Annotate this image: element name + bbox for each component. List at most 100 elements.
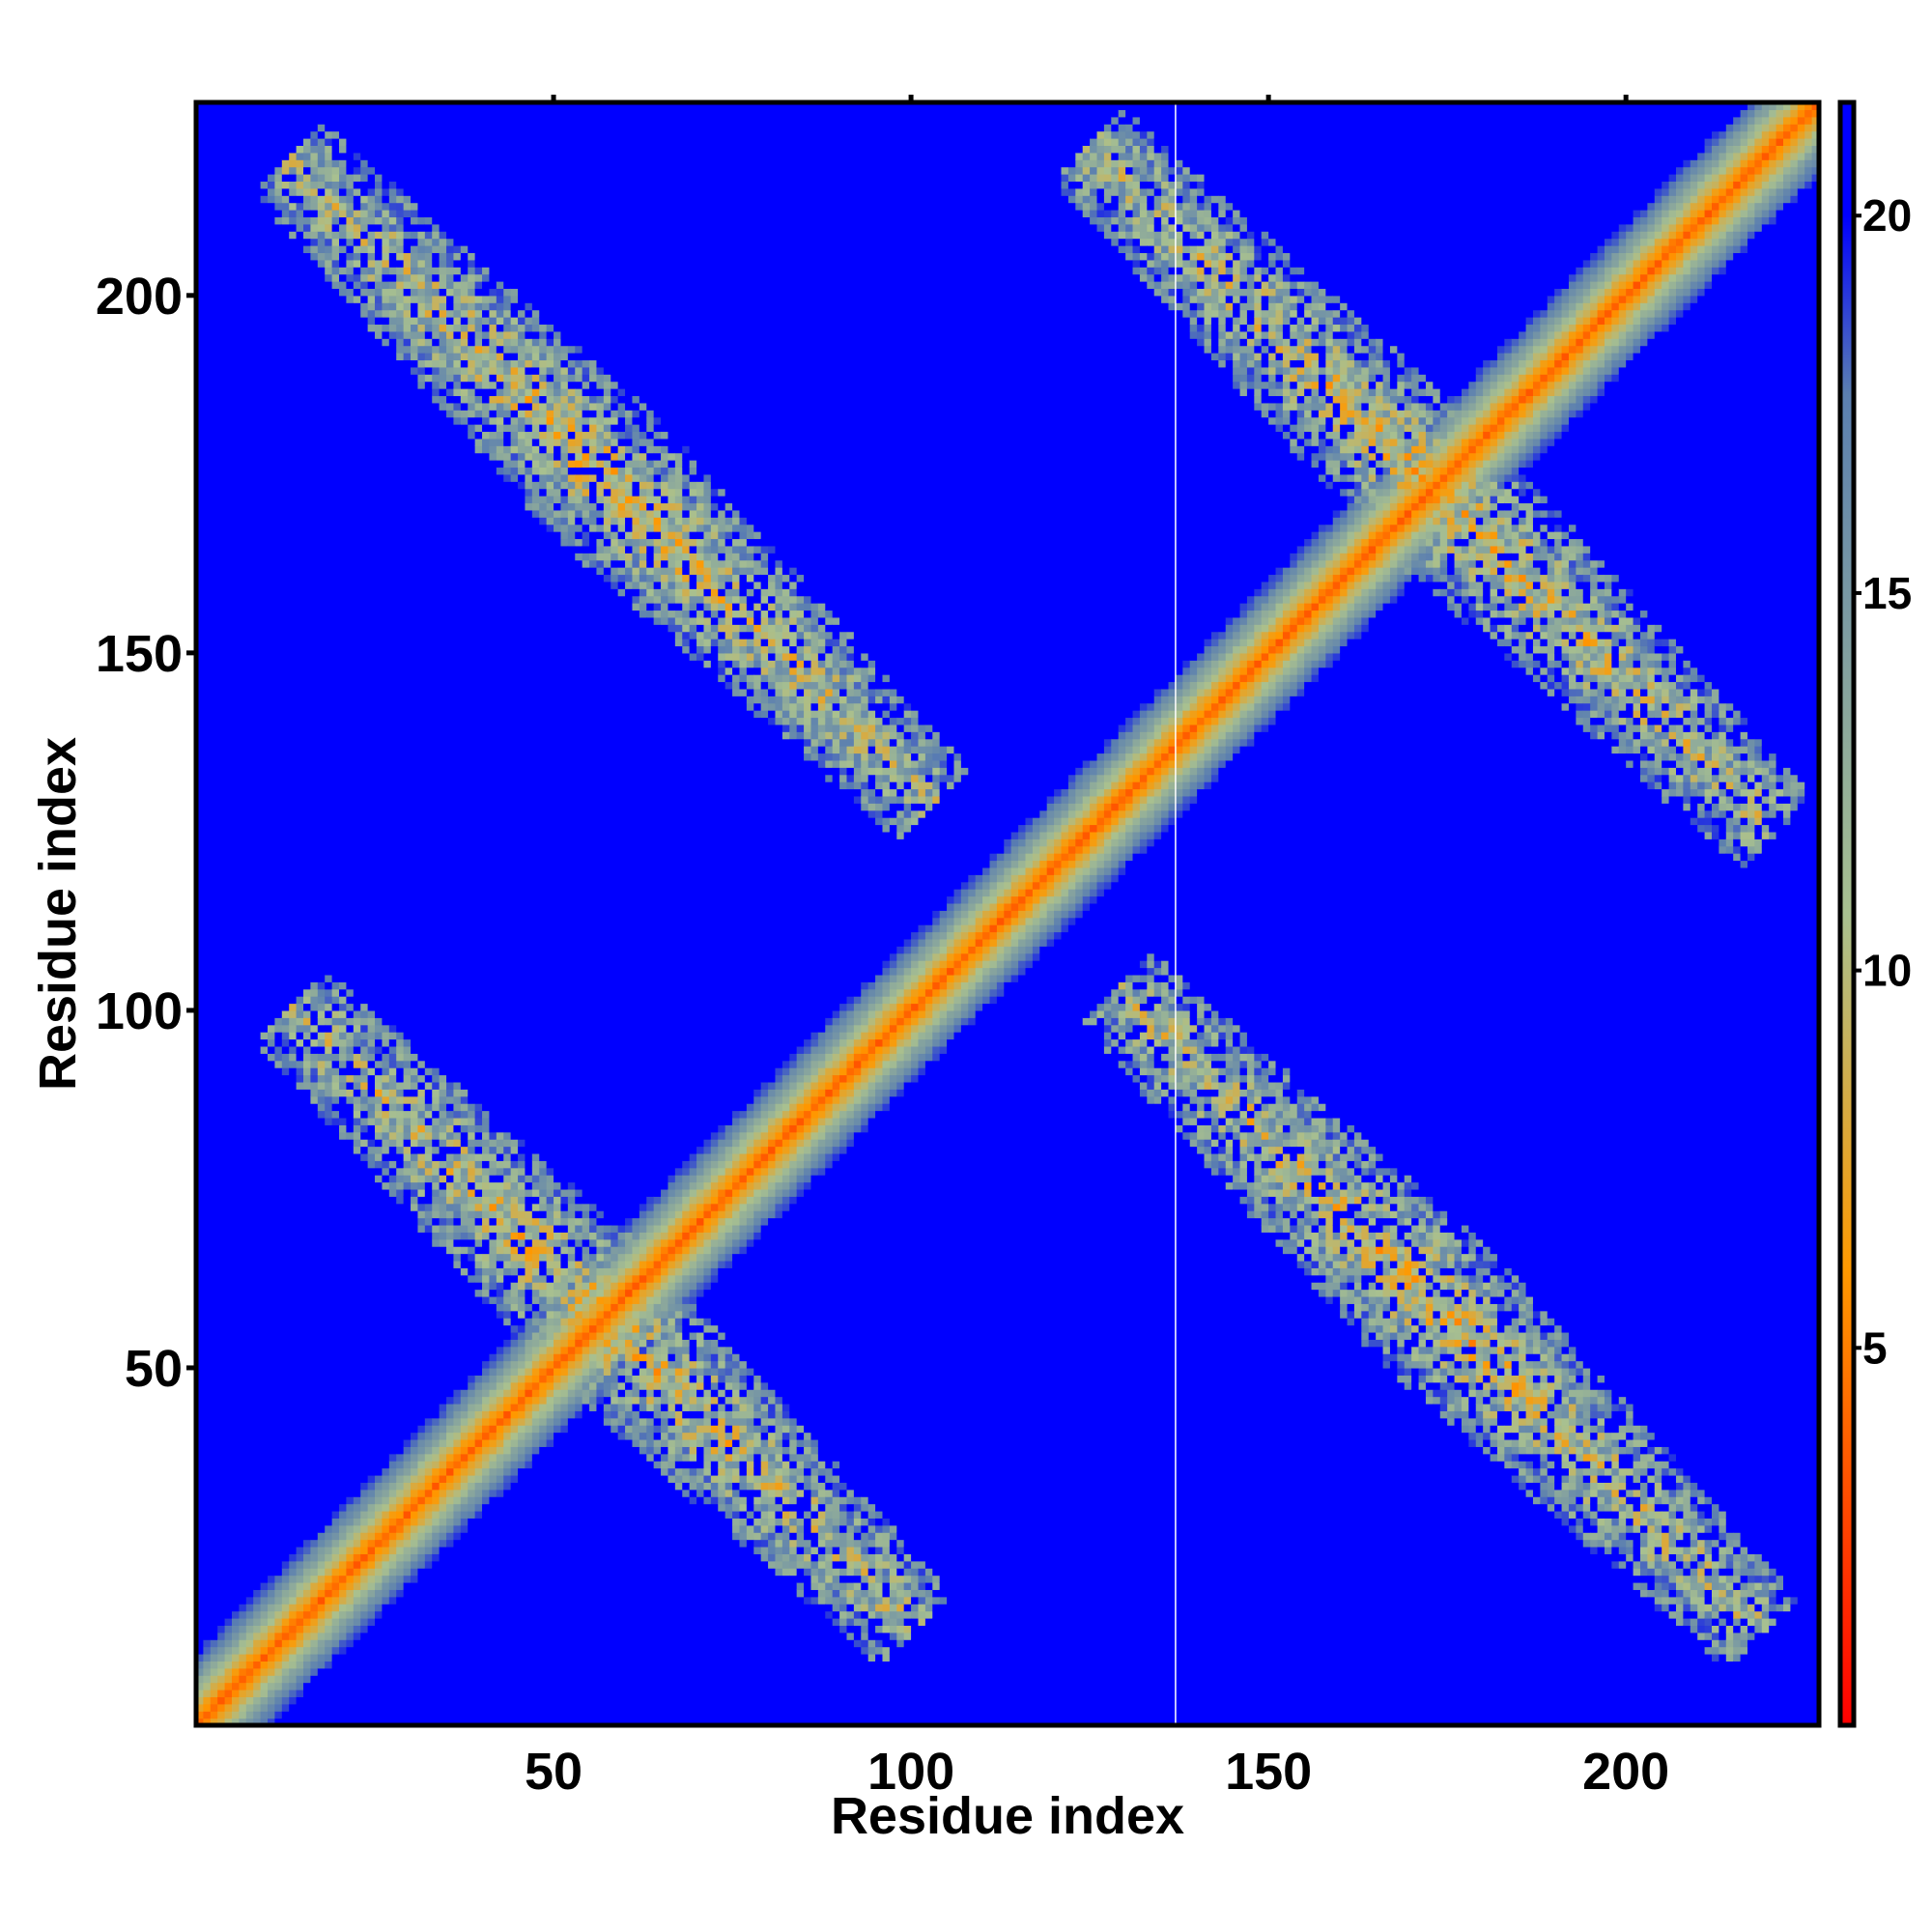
heatmap-cell	[239, 803, 246, 810]
heatmap-cell	[268, 1089, 275, 1096]
heatmap-cell	[225, 1361, 233, 1369]
heatmap-cell	[239, 424, 246, 432]
heatmap-cell	[203, 388, 211, 396]
heatmap-cell	[253, 531, 261, 539]
heatmap-cell	[232, 832, 240, 839]
heatmap-cell	[225, 188, 233, 196]
heatmap-cell	[211, 1675, 218, 1683]
heatmap-cell	[239, 975, 246, 982]
heatmap-cell	[239, 1468, 246, 1476]
heatmap-cell	[211, 660, 218, 668]
heatmap-cell	[232, 953, 240, 961]
heatmap-cell	[225, 853, 233, 861]
heatmap-cell	[253, 382, 261, 389]
heatmap-cell	[253, 410, 261, 417]
heatmap-cell	[217, 1153, 225, 1161]
heatmap-cell	[246, 195, 254, 203]
heatmap-cell	[253, 1153, 261, 1161]
heatmap-cell	[246, 639, 254, 646]
heatmap-cell	[246, 1132, 254, 1140]
heatmap-cell	[232, 1511, 240, 1519]
heatmap-cell	[211, 1303, 218, 1311]
heatmap-cell	[253, 1182, 261, 1190]
heatmap-cell	[217, 1182, 225, 1190]
heatmap-cell	[261, 1261, 269, 1268]
heatmap-cell	[246, 417, 254, 425]
heatmap-cell	[239, 668, 246, 675]
heatmap-cell	[211, 788, 218, 796]
heatmap-cell	[268, 1568, 275, 1576]
heatmap-cell	[239, 582, 246, 589]
heatmap-cell	[232, 696, 240, 703]
heatmap-cell	[253, 188, 261, 196]
heatmap-cell	[217, 525, 225, 532]
heatmap-cell	[239, 1067, 246, 1075]
heatmap-cell	[217, 260, 225, 268]
heatmap-cell	[217, 181, 225, 188]
heatmap-cell	[232, 553, 240, 560]
heatmap-cell	[253, 867, 261, 875]
heatmap-cell	[268, 989, 275, 997]
heatmap-cell	[203, 395, 211, 403]
heatmap-cell	[203, 1168, 211, 1176]
heatmap-cell	[239, 138, 246, 146]
heatmap-cell	[246, 610, 254, 617]
heatmap-cell	[253, 153, 261, 160]
heatmap-cell	[211, 481, 218, 489]
heatmap-cell	[211, 653, 218, 661]
heatmap-cell	[268, 882, 275, 890]
heatmap-cell	[246, 1446, 254, 1454]
heatmap-cell	[253, 860, 261, 867]
heatmap-cell	[239, 531, 246, 539]
heatmap-cell	[232, 788, 240, 796]
heatmap-cell	[225, 596, 233, 604]
heatmap-cell	[211, 582, 218, 589]
heatmap-cell	[246, 1553, 254, 1561]
heatmap-cell	[203, 1525, 211, 1533]
heatmap-cell	[261, 817, 269, 825]
heatmap-cell	[225, 1446, 233, 1454]
heatmap-cell	[232, 1482, 240, 1490]
heatmap-cell	[217, 1282, 225, 1290]
heatmap-cell	[261, 1189, 269, 1197]
heatmap-cell	[232, 924, 240, 932]
heatmap-cell	[261, 681, 269, 689]
heatmap-cell	[203, 1303, 211, 1311]
heatmap-cell	[246, 1067, 254, 1075]
heatmap-cell	[232, 1290, 240, 1297]
heatmap-cell	[253, 1633, 261, 1640]
heatmap-cell	[211, 453, 218, 461]
heatmap-cell	[261, 1618, 269, 1626]
heatmap-cell	[217, 824, 225, 832]
heatmap-cell	[225, 953, 233, 961]
heatmap-cell	[217, 1482, 225, 1490]
heatmap-cell	[225, 531, 233, 539]
heatmap-cell	[232, 1204, 240, 1211]
heatmap-cell	[225, 603, 233, 611]
heatmap-cell	[239, 760, 246, 768]
heatmap-cell	[261, 346, 269, 354]
heatmap-cell	[253, 245, 261, 253]
heatmap-cell	[246, 1218, 254, 1226]
heatmap-cell	[246, 674, 254, 682]
heatmap-cell	[246, 1082, 254, 1090]
heatmap-cell	[253, 1353, 261, 1361]
heatmap-cell	[211, 388, 218, 396]
heatmap-cell	[225, 1475, 233, 1483]
heatmap-cell	[261, 167, 269, 175]
heatmap-cell	[261, 353, 269, 360]
heatmap-cell	[225, 968, 233, 976]
heatmap-cell	[239, 1296, 246, 1304]
heatmap-cell	[253, 574, 261, 582]
heatmap-cell	[253, 1504, 261, 1512]
heatmap-cell	[261, 453, 269, 461]
heatmap-cell	[246, 1353, 254, 1361]
heatmap-cell	[246, 696, 254, 703]
heatmap-cell	[225, 1103, 233, 1111]
heatmap-cell	[232, 367, 240, 375]
heatmap-cell	[217, 1454, 225, 1462]
heatmap-cell	[268, 1540, 275, 1548]
heatmap-cell	[253, 1433, 261, 1440]
heatmap-cell	[246, 1418, 254, 1426]
heatmap-cell	[268, 1118, 275, 1125]
